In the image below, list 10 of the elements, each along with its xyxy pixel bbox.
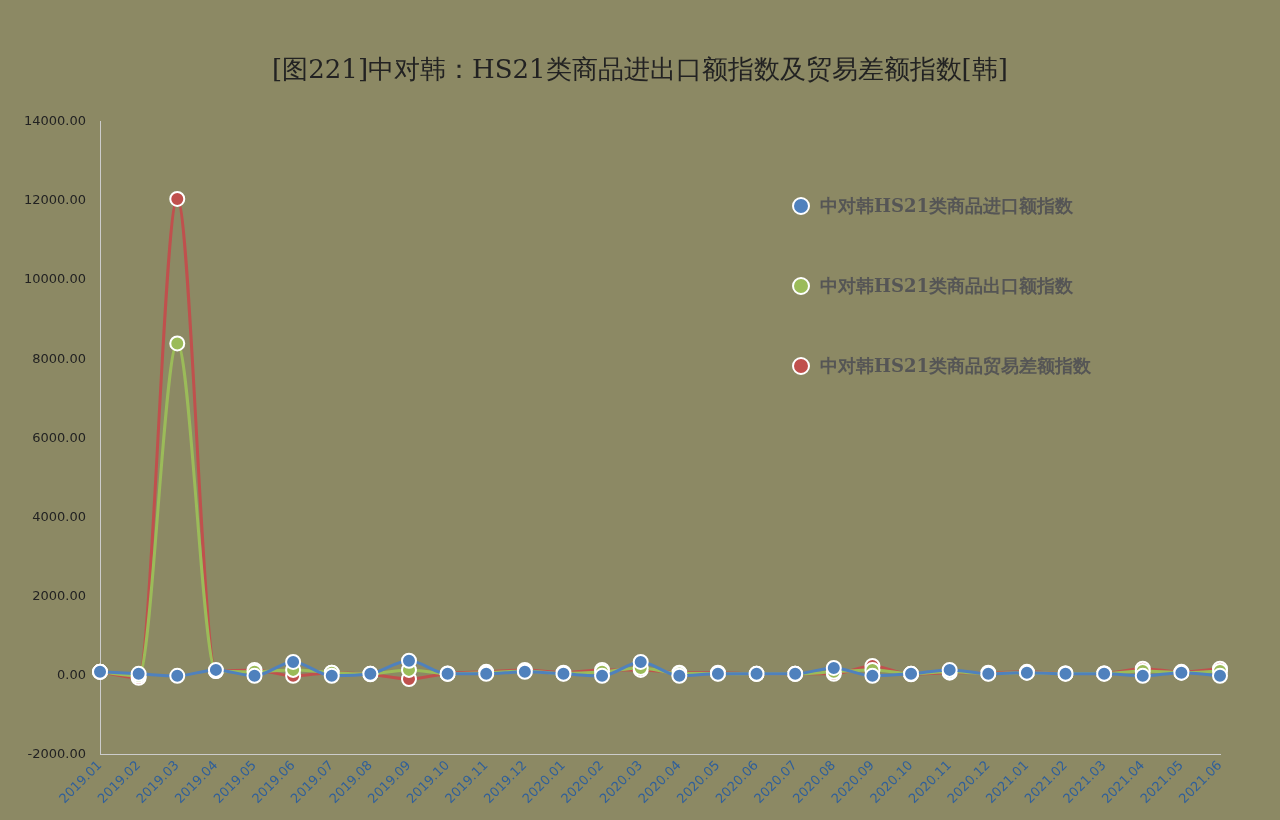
y-tick-label: 2000.00 [32,588,87,604]
y-tick-label: -2000.00 [27,746,87,762]
y-tick-label: 0.00 [57,667,87,683]
chart-title: [图221]中对韩：HS21类商品进出口额指数及贸易差额指数[韩] [271,53,1009,86]
y-tick-label: 6000.00 [32,429,87,445]
y-tick-label: 14000.00 [24,113,87,129]
y-tick-label: 10000.00 [24,271,87,287]
y-tick-label: 12000.00 [24,192,87,208]
y-tick-label: 8000.00 [32,350,87,366]
y-tick-label: 4000.00 [32,508,87,524]
